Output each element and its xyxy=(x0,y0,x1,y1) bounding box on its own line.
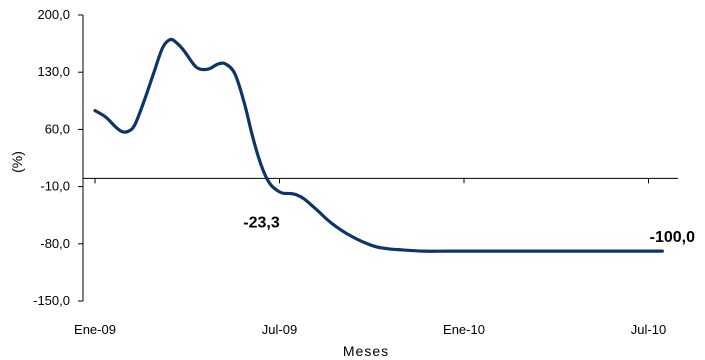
y-tick-label: -80,0 xyxy=(40,236,70,251)
annotations: -23,3 -100,0 xyxy=(243,214,695,246)
y-tick-label: 200,0 xyxy=(37,7,70,22)
y-axis-title: (%) xyxy=(9,151,25,173)
data-label-min: -23,3 xyxy=(243,214,280,231)
y-tick-label: 60,0 xyxy=(45,121,70,136)
y-tick-label: -150,0 xyxy=(33,293,70,308)
data-label-last: -100,0 xyxy=(650,229,695,246)
x-axis: Ene-09 Jul-09 Ene-10 Jul-10 xyxy=(74,177,678,337)
y-tick-label: 130,0 xyxy=(37,64,70,79)
x-tick-label: Ene-10 xyxy=(443,322,485,337)
series-line xyxy=(93,37,664,253)
x-tick-label: Jul-10 xyxy=(631,322,666,337)
x-axis-title: Meses xyxy=(343,343,389,359)
y-axis: 200,0 130,0 60,0 -10,0 -80,0 -150,0 xyxy=(33,7,84,308)
x-tick-label: Ene-09 xyxy=(74,322,116,337)
x-tick-label: Jul-09 xyxy=(262,322,297,337)
y-tick-label: -10,0 xyxy=(40,179,70,194)
series-group xyxy=(93,37,664,253)
